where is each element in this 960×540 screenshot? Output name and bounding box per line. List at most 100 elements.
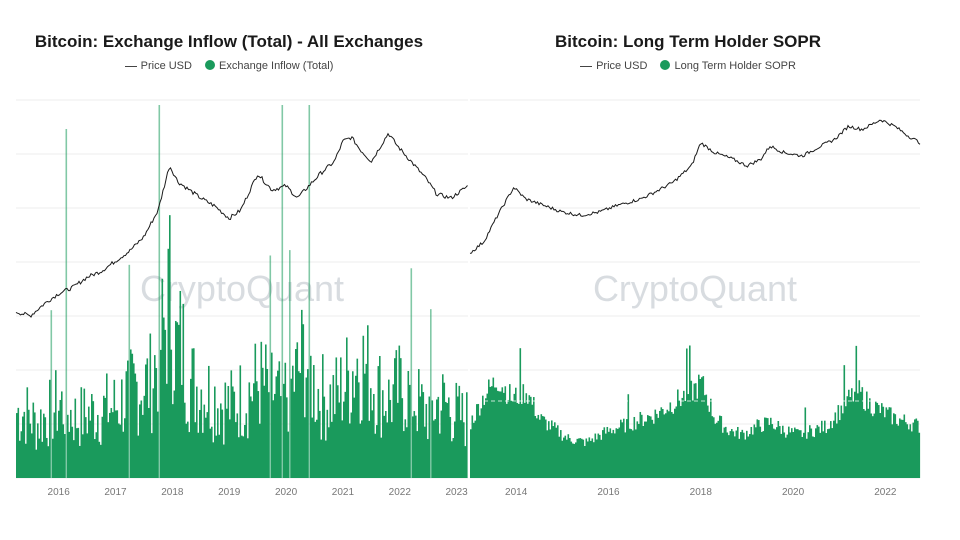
inflow-bar — [128, 264, 131, 478]
legend-inflow[interactable]: Exchange Inflow (Total) — [219, 60, 334, 73]
inflow-bar — [801, 436, 804, 478]
inflow-bar — [122, 431, 125, 478]
legend-sopr[interactable]: Long Term Holder SOPR — [674, 60, 796, 73]
inflow-bar — [94, 439, 96, 478]
inflow-bar — [17, 407, 20, 478]
inflow-bar — [590, 440, 592, 478]
legend-price[interactable]: Price USD — [140, 60, 192, 73]
inflow-bar — [451, 441, 453, 478]
inflow-bar — [137, 435, 140, 478]
inflow-bar — [635, 429, 637, 478]
inflow-bar — [824, 420, 826, 478]
inflow-bar — [617, 428, 619, 478]
inflow-bar — [647, 415, 649, 478]
inflow-bar — [669, 402, 672, 478]
inflow-bar — [215, 435, 218, 478]
inflow-bar — [271, 352, 273, 478]
inflow-bar — [445, 401, 447, 478]
inflow-bar — [783, 432, 786, 478]
legend-price[interactable]: Price USD — [596, 60, 648, 73]
inflow-bar — [23, 411, 26, 478]
inflow-bar — [238, 437, 240, 478]
inflow-bar — [233, 391, 236, 478]
inflow-bar — [104, 397, 107, 478]
inflow-bar — [136, 381, 138, 478]
inflow-bar — [388, 379, 390, 478]
inflow-bar — [717, 420, 720, 478]
inflow-bar — [779, 426, 781, 478]
inflow-bar — [365, 363, 368, 478]
inflow-bar — [479, 415, 481, 478]
inflow-bar — [152, 388, 155, 478]
inflow-bar — [127, 360, 129, 478]
inflow-bar — [47, 446, 50, 478]
x-tick-label: 2022 — [389, 487, 412, 498]
inflow-bar — [121, 379, 123, 478]
inflow-bar — [190, 378, 192, 478]
inflow-bar — [236, 413, 239, 478]
inflow-bar — [518, 403, 520, 478]
inflow-bar — [656, 413, 658, 478]
inflow-bar — [458, 385, 461, 478]
inflow-bar — [645, 421, 648, 478]
inflow-bar — [858, 380, 861, 478]
inflow-bar — [449, 416, 452, 478]
inflow-bar — [765, 417, 768, 478]
inflow-bar — [588, 437, 591, 478]
inflow-bar — [887, 409, 889, 478]
inflow-bar — [103, 395, 105, 478]
inflow-bar — [446, 403, 449, 478]
inflow-bar — [614, 433, 616, 478]
inflow-bar — [383, 415, 386, 478]
inflow-bar — [113, 379, 116, 478]
inflow-bar — [359, 423, 362, 478]
inflow-bar — [902, 419, 904, 478]
inflow-bar — [764, 417, 766, 478]
inflow-bar — [368, 420, 371, 478]
inflow-bar — [430, 309, 432, 478]
inflow-bar — [428, 396, 431, 478]
inflow-bar — [500, 391, 502, 478]
inflow-bar — [626, 419, 628, 478]
inflow-bar — [112, 412, 114, 478]
inflow-bar — [815, 428, 817, 478]
inflow-bar — [522, 384, 525, 478]
inflow-bar — [433, 420, 435, 478]
inflow-bar — [485, 398, 487, 478]
inflow-bar — [211, 426, 213, 478]
inflow-bar — [26, 387, 29, 478]
inflow-bar — [437, 396, 440, 478]
inflow-bar — [591, 438, 594, 478]
inflow-bar — [374, 433, 377, 478]
inflow-bar — [407, 371, 410, 478]
inflow-bar — [863, 409, 865, 478]
inflow-bar — [80, 387, 83, 478]
inflow-bar — [197, 432, 200, 478]
inflow-bar — [398, 345, 401, 478]
inflow-bar — [260, 341, 263, 478]
inflow-bar — [71, 426, 74, 478]
inflow-bar — [834, 412, 837, 478]
inflow-bar — [746, 430, 748, 478]
inflow-bar — [454, 421, 456, 478]
inflow-bar — [531, 404, 534, 478]
inflow-bar — [534, 415, 537, 478]
inflow-bar — [119, 424, 122, 478]
inflow-bar — [611, 433, 613, 478]
inflow-bar — [593, 442, 595, 478]
inflow-bar — [606, 426, 609, 478]
inflow-bar — [689, 345, 691, 478]
inflow-bar — [272, 400, 275, 478]
inflow-bar — [101, 416, 104, 478]
inflow-bar — [498, 391, 501, 478]
inflow-bar — [394, 358, 396, 478]
inflow-bar — [116, 410, 119, 478]
inflow-bar — [86, 433, 89, 478]
inflow-bar — [371, 410, 374, 478]
inflow-bar — [251, 401, 254, 478]
inflow-bar — [199, 409, 201, 478]
x-axis: 2016 2017 2018 2019 2020 2021 2022 2023 — [48, 487, 469, 498]
inflow-bar — [157, 411, 159, 478]
inflow-bar — [370, 388, 372, 478]
lth-sopr-plot: CryptoQuant 2014 2016 2018 2020 2022 — [469, 99, 921, 498]
